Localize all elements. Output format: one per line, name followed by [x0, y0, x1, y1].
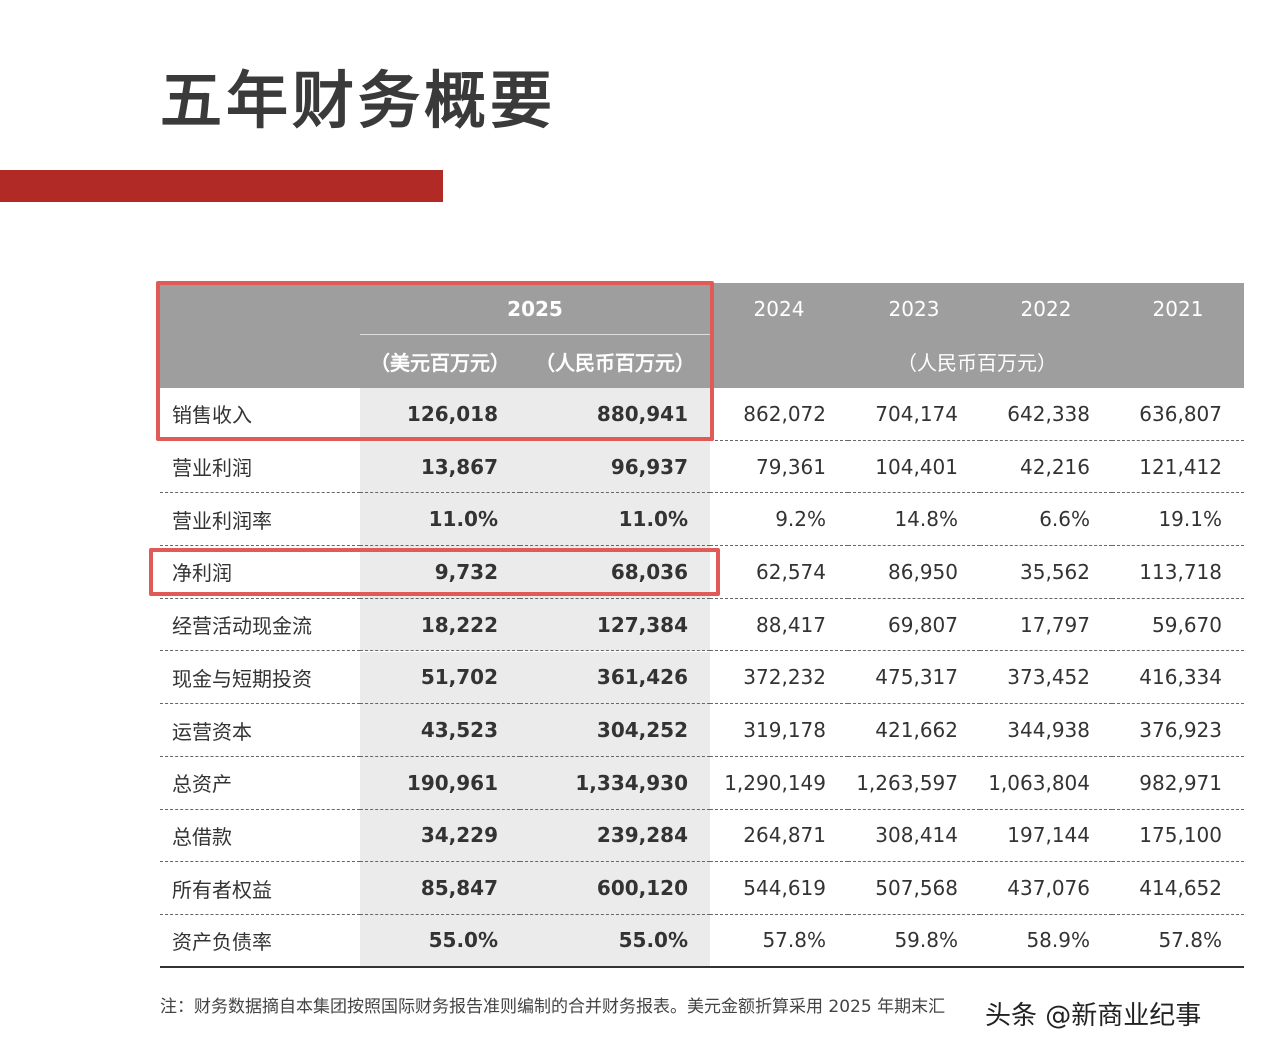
value-cell: 636,807 [1112, 388, 1244, 441]
value-cell: 1,290,149 [710, 757, 848, 810]
row-label: 营业利润 [160, 441, 360, 494]
value-cell: 59,670 [1112, 599, 1244, 652]
value-cell: 43,523 [360, 704, 520, 757]
value-cell: 197,144 [980, 810, 1112, 863]
value-cell: 13,867 [360, 440, 520, 494]
year-header: 2025 [360, 283, 710, 335]
unit-header: （美元百万元） [360, 335, 520, 388]
value-cell: 35,562 [980, 546, 1112, 599]
value-cell: 55.0% [360, 915, 520, 968]
value-cell: 862,072 [710, 388, 848, 441]
highlight-box [156, 281, 714, 441]
value-cell: 344,938 [980, 704, 1112, 757]
value-cell: 880,941 [520, 388, 710, 441]
value-cell: 62,574 [710, 546, 848, 599]
value-cell: 373,452 [980, 652, 1112, 705]
row-label: 资产负债率 [160, 915, 360, 968]
value-cell: 59.8% [848, 915, 980, 968]
value-cell: 1,263,597 [848, 757, 980, 810]
year-header: 2023 [848, 283, 980, 335]
value-cell: 239,284 [520, 809, 710, 863]
value-cell: 642,338 [980, 388, 1112, 441]
highlight-box [149, 548, 720, 596]
value-cell: 68,036 [520, 546, 710, 599]
value-cell: 414,652 [1112, 862, 1244, 915]
value-cell: 96,937 [520, 440, 710, 494]
value-cell: 19.1% [1112, 493, 1244, 547]
value-cell: 9,732 [360, 546, 520, 599]
year-header: 2022 [980, 283, 1112, 335]
value-cell: 475,317 [848, 652, 980, 705]
value-cell: 113,718 [1112, 546, 1244, 599]
value-cell: 127,384 [520, 598, 710, 652]
value-cell: 88,417 [710, 599, 848, 652]
value-cell: 304,252 [520, 704, 710, 757]
value-cell: 704,174 [848, 388, 980, 441]
value-cell: 104,401 [848, 441, 980, 494]
row-label: 所有者权益 [160, 862, 360, 915]
value-cell: 79,361 [710, 441, 848, 494]
value-cell: 319,178 [710, 704, 848, 757]
value-cell: 42,216 [980, 441, 1112, 494]
value-cell: 57.8% [710, 915, 848, 968]
row-label: 总资产 [160, 757, 360, 810]
value-cell: 55.0% [520, 915, 710, 968]
value-cell: 175,100 [1112, 810, 1244, 863]
year-header: 2021 [1112, 283, 1244, 335]
value-cell: 264,871 [710, 810, 848, 863]
value-cell: 121,412 [1112, 441, 1244, 494]
value-cell: 421,662 [848, 704, 980, 757]
value-cell: 372,232 [710, 652, 848, 705]
value-cell: 600,120 [520, 862, 710, 915]
value-cell: 1,334,930 [520, 756, 710, 810]
value-cell: 18,222 [360, 598, 520, 652]
value-cell: 6.6% [980, 493, 1112, 547]
value-cell: 85,847 [360, 862, 520, 915]
value-cell: 1,063,804 [980, 757, 1112, 810]
row-label: 营业利润率 [160, 493, 360, 547]
accent-bar [0, 170, 443, 202]
watermark: 头条 @新商业纪事 [985, 1001, 1202, 1031]
value-cell: 58.9% [980, 915, 1112, 968]
value-cell: 69,807 [848, 599, 980, 652]
row-label: 经营活动现金流 [160, 599, 360, 652]
value-cell: 376,923 [1112, 704, 1244, 757]
value-cell: 544,619 [710, 862, 848, 915]
value-cell: 361,426 [520, 651, 710, 705]
row-label: 现金与短期投资 [160, 652, 360, 705]
row-label: 净利润 [160, 546, 360, 599]
year-header: 2024 [710, 283, 848, 335]
value-cell: 982,971 [1112, 757, 1244, 810]
value-cell: 34,229 [360, 809, 520, 863]
value-cell: 507,568 [848, 862, 980, 915]
value-cell: 51,702 [360, 651, 520, 705]
unit-header: （人民币百万元） [520, 335, 710, 388]
page-title: 五年财务概要 [160, 64, 557, 137]
value-cell: 416,334 [1112, 652, 1244, 705]
value-cell: 57.8% [1112, 915, 1244, 968]
value-cell: 17,797 [980, 599, 1112, 652]
unit-header: （人民币百万元） [710, 335, 1244, 388]
value-cell: 11.0% [520, 493, 710, 547]
value-cell: 437,076 [980, 862, 1112, 915]
row-label: 运营资本 [160, 704, 360, 757]
value-cell: 190,961 [360, 756, 520, 810]
footnote: 注：财务数据摘自本集团按照国际财务报告准则编制的合并财务报表。美元金额折算采用 … [160, 997, 946, 1017]
value-cell: 11.0% [360, 493, 520, 547]
value-cell: 9.2% [710, 493, 848, 547]
value-cell: 86,950 [848, 546, 980, 599]
header-cell [160, 283, 360, 388]
value-cell: 308,414 [848, 810, 980, 863]
value-cell: 14.8% [848, 493, 980, 547]
row-label: 总借款 [160, 810, 360, 863]
